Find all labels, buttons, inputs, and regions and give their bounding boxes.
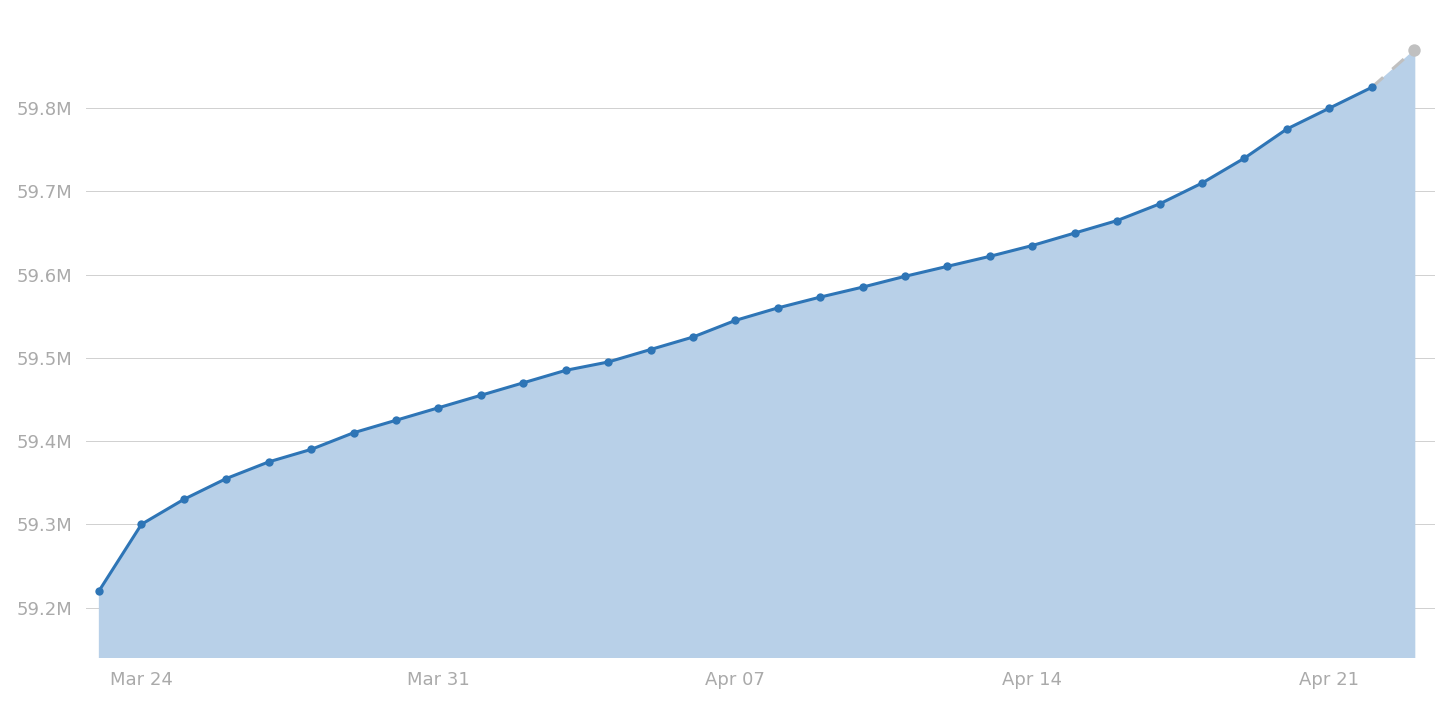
Point [1233,152,1256,164]
Point [1403,44,1426,56]
Point [343,427,366,438]
Point [511,377,534,388]
Point [1317,102,1340,114]
Point [893,270,916,282]
Point [723,315,746,326]
Point [767,302,790,313]
Point [1191,177,1214,189]
Point [681,331,704,342]
Point [1361,82,1384,93]
Point [385,414,408,426]
Point [299,444,322,455]
Point [215,473,238,484]
Point [1063,227,1086,239]
Point [1105,215,1128,226]
Point [257,456,280,467]
Point [129,519,152,530]
Point [639,344,662,355]
Point [597,357,620,368]
Point [937,261,960,272]
Point [427,402,450,414]
Point [851,282,874,293]
Point [1021,240,1044,251]
Point [469,390,492,401]
Point [1149,198,1172,210]
Point [173,493,196,505]
Point [1275,124,1298,135]
Point [87,585,110,597]
Point [809,292,832,303]
Point [555,365,578,376]
Point [979,251,1002,262]
